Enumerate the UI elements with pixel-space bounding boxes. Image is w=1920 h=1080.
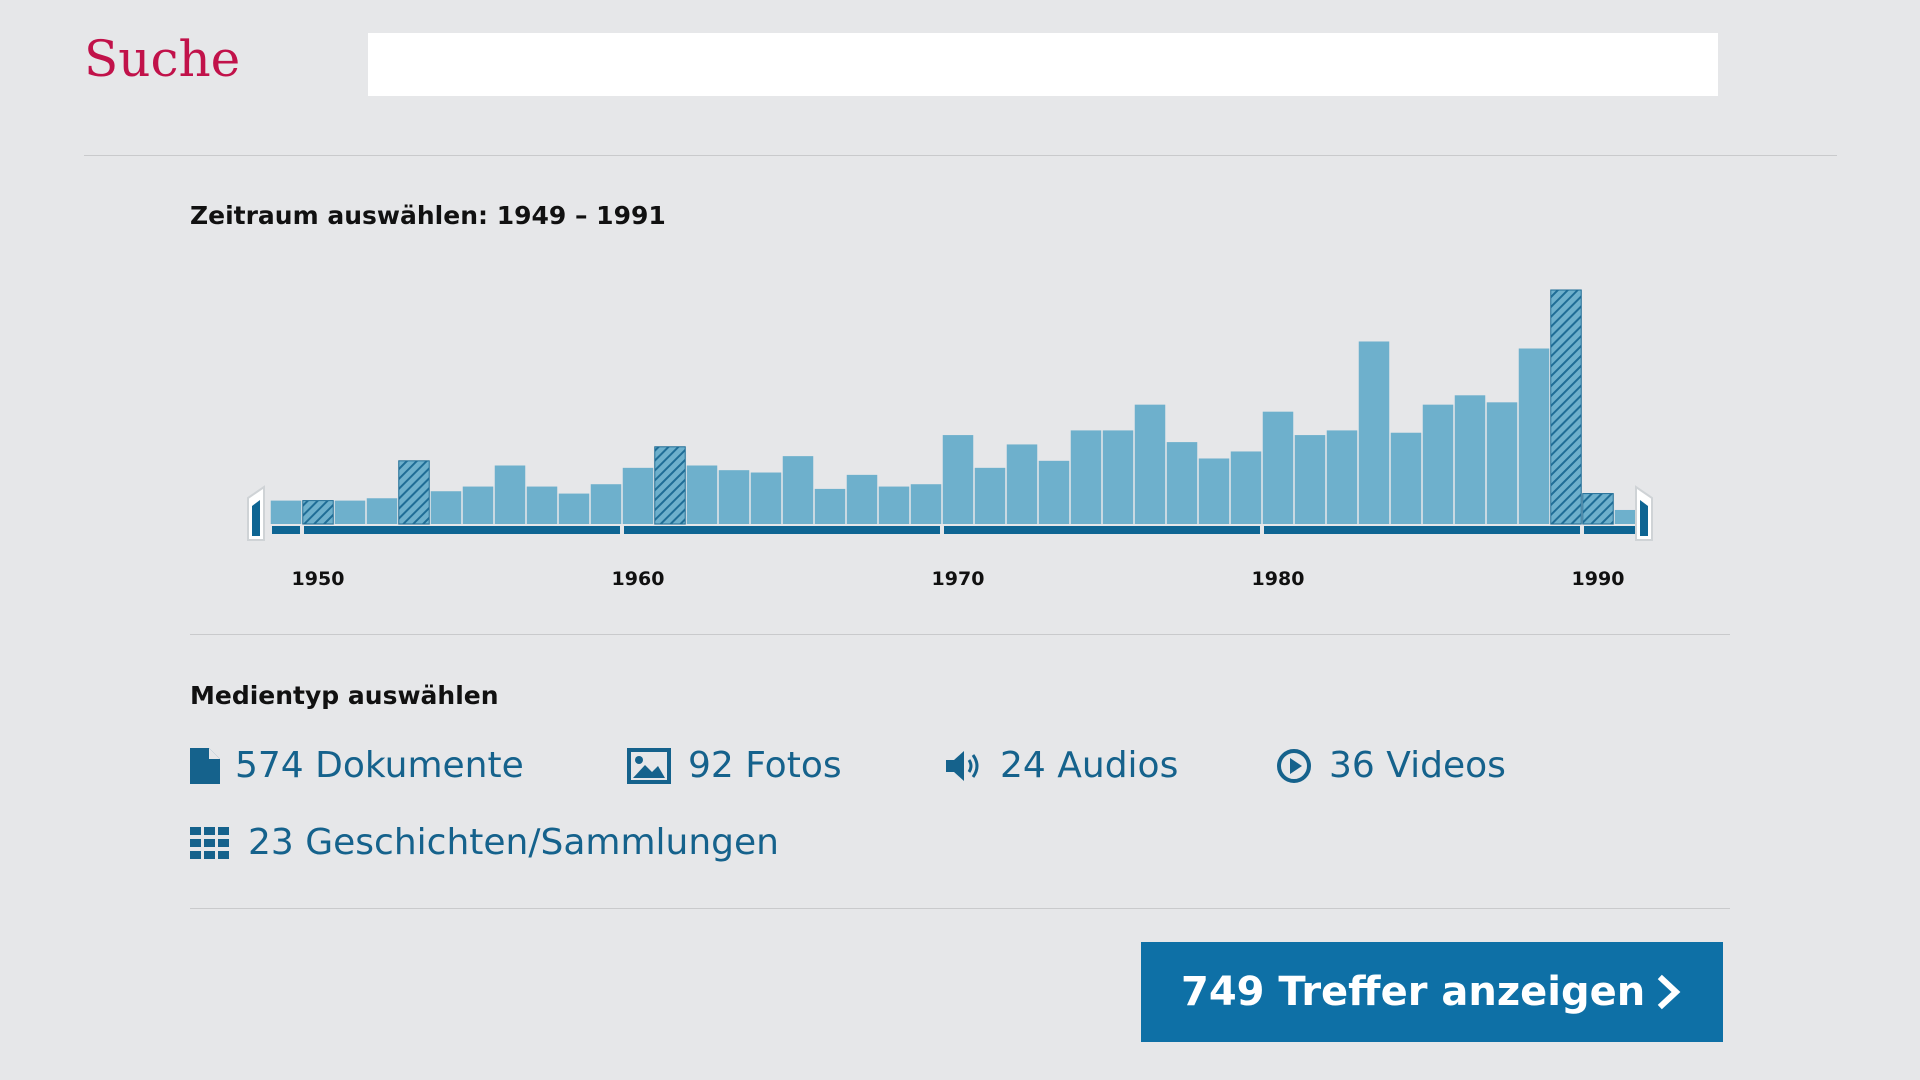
- media-item-stories[interactable]: 23 Geschichten/Sammlungen: [190, 822, 779, 863]
- histogram-bar-1967[interactable]: [846, 474, 878, 524]
- histogram-bar-1954[interactable]: [430, 491, 462, 524]
- histogram-bar-1970[interactable]: [942, 435, 974, 524]
- histogram-bar-1972[interactable]: [1006, 444, 1038, 524]
- histogram-bar-1956[interactable]: [494, 465, 526, 525]
- histogram-bar-1953[interactable]: [398, 460, 430, 525]
- search-input[interactable]: [368, 33, 1718, 96]
- histogram-bar-1981[interactable]: [1294, 435, 1326, 524]
- media-type-label: Medientyp auswählen: [190, 681, 499, 710]
- histogram-bar-1974[interactable]: [1070, 430, 1102, 524]
- media-item-documents[interactable]: 574 Dokumente: [190, 745, 627, 786]
- histogram-bar-1975[interactable]: [1102, 430, 1134, 524]
- histogram-bar-1985[interactable]: [1422, 404, 1454, 524]
- show-results-label: 749 Treffer anzeigen: [1181, 969, 1646, 1015]
- histogram-bar-1957[interactable]: [526, 486, 558, 524]
- histogram-bar-1962[interactable]: [686, 465, 718, 525]
- axis-segment: [944, 526, 1260, 534]
- tick-label-1980: 1980: [1252, 568, 1305, 590]
- histogram-bar-1973[interactable]: [1038, 460, 1070, 524]
- histogram-bar-1960[interactable]: [622, 467, 654, 524]
- tick-label-1990: 1990: [1572, 568, 1625, 590]
- chevron-right-icon: [1657, 974, 1681, 1010]
- histogram-bar-1990[interactable]: [1582, 493, 1614, 525]
- histogram-bar-1959[interactable]: [590, 484, 622, 524]
- histogram-bar-1980[interactable]: [1262, 411, 1294, 524]
- histogram-bar-1977[interactable]: [1166, 442, 1198, 524]
- media-item-label: 24 Audios: [1000, 745, 1179, 786]
- page-title: Suche: [84, 30, 241, 88]
- histogram-bar-1979[interactable]: [1230, 451, 1262, 524]
- axis-segment: [1584, 526, 1644, 534]
- histogram-bar-1961[interactable]: [654, 446, 686, 525]
- tick-label-1970: 1970: [932, 568, 985, 590]
- show-results-button[interactable]: 749 Treffer anzeigen: [1141, 942, 1723, 1042]
- histogram-bar-1976[interactable]: [1134, 404, 1166, 524]
- histogram-bar-1952[interactable]: [366, 498, 398, 524]
- histogram-bar-1989[interactable]: [1550, 289, 1582, 525]
- histogram-bar-1987[interactable]: [1486, 402, 1518, 524]
- media-divider: [190, 908, 1730, 909]
- grid-icon: [190, 826, 229, 859]
- histogram-bar-1966[interactable]: [814, 488, 846, 524]
- histogram-bar-1950[interactable]: [302, 500, 334, 525]
- tick-label-1960: 1960: [612, 568, 665, 590]
- media-item-label: 36 Videos: [1329, 745, 1506, 786]
- histogram-bar-1969[interactable]: [910, 484, 942, 524]
- histogram-bar-1968[interactable]: [878, 486, 910, 524]
- media-item-photos[interactable]: 92 Fotos: [627, 745, 944, 786]
- histogram-bar-1958[interactable]: [558, 493, 590, 524]
- play-circle-icon: [1277, 748, 1311, 783]
- histogram-bar-1982[interactable]: [1326, 430, 1358, 524]
- tick-label-1950: 1950: [292, 568, 345, 590]
- axis-segment: [624, 526, 940, 534]
- histogram-bars: [270, 289, 1646, 525]
- media-item-videos[interactable]: 36 Videos: [1276, 745, 1506, 786]
- range-handle-left[interactable]: [247, 485, 265, 541]
- media-row-2: 23 Geschichten/Sammlungen: [190, 822, 779, 863]
- axis-segment: [272, 526, 300, 534]
- timeline-histogram[interactable]: 1950 1960 1970 1980 1990: [240, 280, 1680, 610]
- histogram-bar-1949[interactable]: [270, 500, 302, 524]
- image-icon: [627, 747, 671, 784]
- header-divider: [84, 155, 1837, 156]
- timeframe-divider: [190, 634, 1730, 635]
- histogram-tick-labels: 1950 1960 1970 1980 1990: [292, 568, 1625, 590]
- histogram-bar-1983[interactable]: [1358, 341, 1390, 524]
- media-row-1: 574 Dokumente 92 Fotos 24 Audios 36 Vide…: [190, 745, 1506, 786]
- range-handle-right[interactable]: [1635, 485, 1653, 541]
- histogram-bar-1986[interactable]: [1454, 395, 1486, 524]
- axis-segment: [1264, 526, 1580, 534]
- media-item-label: 574 Dokumente: [235, 745, 524, 786]
- histogram-bar-1978[interactable]: [1198, 458, 1230, 524]
- histogram-axis: [272, 526, 1644, 534]
- histogram-bar-1963[interactable]: [718, 470, 750, 524]
- axis-segment: [304, 526, 620, 534]
- histogram-bar-1951[interactable]: [334, 500, 366, 524]
- histogram-bar-1988[interactable]: [1518, 348, 1550, 525]
- histogram-bar-1984[interactable]: [1390, 432, 1422, 524]
- media-item-audios[interactable]: 24 Audios: [944, 745, 1276, 786]
- media-item-label: 23 Geschichten/Sammlungen: [248, 822, 779, 863]
- speaker-icon: [946, 750, 979, 781]
- media-item-label: 92 Fotos: [688, 745, 842, 786]
- histogram-bar-1955[interactable]: [462, 486, 494, 524]
- histogram-bar-1965[interactable]: [782, 456, 814, 524]
- histogram-bar-1971[interactable]: [974, 467, 1006, 524]
- document-icon: [190, 747, 220, 784]
- histogram-bar-1964[interactable]: [750, 472, 782, 524]
- timeframe-label: Zeitraum auswählen: 1949 – 1991: [190, 201, 666, 230]
